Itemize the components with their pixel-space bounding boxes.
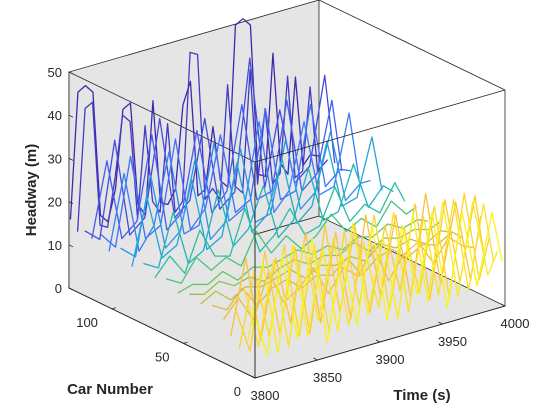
x-tick-label: 3800 xyxy=(251,388,280,403)
series-layer xyxy=(69,18,503,356)
y-axis-line xyxy=(68,287,256,379)
z-tick xyxy=(68,201,74,204)
axes-box xyxy=(67,0,507,379)
top-front-edge xyxy=(254,89,506,163)
series-line-car-17 xyxy=(230,192,482,341)
z-tick-label: 50 xyxy=(48,65,62,80)
series-line-car-86 xyxy=(131,136,383,267)
series-line-car-108 xyxy=(100,103,351,248)
series-line-car-94 xyxy=(120,130,371,258)
x-tick xyxy=(313,357,318,361)
y-tick xyxy=(111,307,117,310)
y-axis-label: Car Number xyxy=(67,381,153,398)
z-tick xyxy=(68,158,74,161)
z-tick xyxy=(68,71,74,75)
series-line-car-5 xyxy=(247,201,499,354)
series-line-car-70 xyxy=(154,182,406,279)
x-tick xyxy=(250,375,256,379)
z-tick xyxy=(68,114,74,118)
series-line-car-62 xyxy=(166,200,417,284)
z-tick-label: 40 xyxy=(48,108,62,123)
z-tick-label: 30 xyxy=(48,151,62,166)
z-tick-label: 20 xyxy=(48,195,62,210)
series-line-car-14 xyxy=(234,194,486,352)
series-line-car-124 xyxy=(76,51,329,232)
y-tick-label: 0 xyxy=(234,384,241,399)
ticks-layer: 3800 3850 3900 3950 4000 0 50 100 0 10 20 30 40 50 xyxy=(48,65,530,403)
series-line-car-129 xyxy=(69,18,321,223)
z-tick-label: 10 xyxy=(48,238,62,253)
y-tick xyxy=(254,376,260,379)
y-tick-label: 50 xyxy=(155,349,169,364)
x-tick-label: 3950 xyxy=(438,334,467,349)
series-line-car-102 xyxy=(108,112,360,252)
y-tick-label: 100 xyxy=(76,315,98,330)
series-line-car-78 xyxy=(143,163,394,269)
x-tick xyxy=(438,321,443,325)
x-tick xyxy=(375,339,381,343)
z-tick xyxy=(68,287,74,291)
top-right-edge xyxy=(318,0,506,91)
series-line-car-8 xyxy=(242,199,495,348)
x-tick-label: 3850 xyxy=(313,370,342,385)
z-tick-label: 0 xyxy=(55,281,62,296)
z-tick xyxy=(68,244,74,248)
z-axis-label: Headway (m) xyxy=(23,144,40,237)
x-axis-label: Time (s) xyxy=(393,387,450,404)
x-tick-label: 4000 xyxy=(501,316,530,331)
x-tick xyxy=(500,303,506,307)
series-line-car-2 xyxy=(251,211,503,356)
x-tick-label: 3900 xyxy=(376,352,405,367)
y-tick xyxy=(183,341,188,344)
